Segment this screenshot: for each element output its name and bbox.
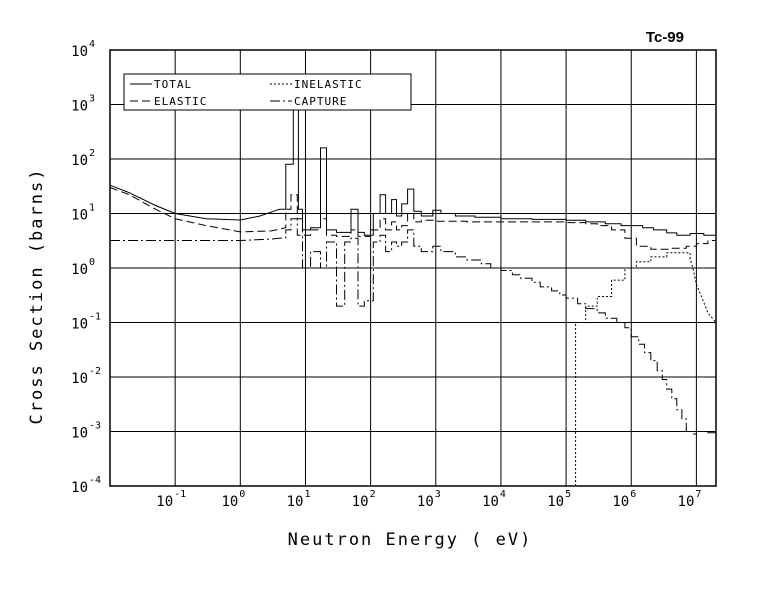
x-tick-exponent: 3 — [435, 489, 441, 500]
x-tick-exponent: 5 — [565, 489, 571, 500]
y-tick-label: 10 — [71, 426, 88, 442]
x-tick-exponent: -1 — [174, 489, 186, 500]
y-tick-label: 10 — [71, 262, 88, 278]
x-tick-exponent: 7 — [695, 489, 701, 500]
x-tick-label: 10 — [352, 494, 369, 510]
series-line-inelastic — [575, 252, 717, 486]
y-tick-exponent: 2 — [89, 148, 95, 159]
x-tick-label: 10 — [156, 494, 173, 510]
x-tick-label: 10 — [482, 494, 499, 510]
y-tick-exponent: 4 — [89, 39, 95, 50]
legend: TOTAL INELASTIC ELASTIC CAPTURE — [123, 73, 412, 111]
y-tick-label: 10 — [71, 480, 88, 496]
y-tick-exponent: -2 — [89, 366, 101, 377]
y-tick-label: 10 — [71, 153, 88, 169]
x-tick-exponent: 6 — [630, 489, 636, 500]
y-tick-label: 10 — [71, 44, 88, 60]
legend-label-elastic: ELASTIC — [154, 95, 207, 108]
legend-items: TOTAL INELASTIC ELASTIC CAPTURE — [130, 78, 363, 108]
x-tick-labels: 10 -1 10 0 10 1 10 2 10 3 10 4 10 5 10 6 10 7 — [156, 489, 701, 510]
x-tick-exponent: 1 — [304, 489, 310, 500]
y-tick-exponent: 0 — [89, 257, 95, 268]
x-tick-label: 10 — [287, 494, 304, 510]
y-tick-label: 10 — [71, 371, 88, 387]
legend-box — [123, 73, 412, 111]
grid-layer — [110, 49, 716, 487]
y-tick-label: 10 — [71, 208, 88, 224]
legend-label-capture: CAPTURE — [294, 95, 347, 108]
y-tick-exponent: 3 — [89, 94, 95, 105]
y-tick-label: 10 — [71, 99, 88, 115]
x-tick-exponent: 0 — [239, 489, 245, 500]
x-tick-label: 10 — [612, 494, 629, 510]
y-tick-label: 10 — [71, 317, 88, 333]
y-axis-title: Cross Section (barns) — [27, 168, 47, 425]
legend-label-inelastic: INELASTIC — [294, 78, 363, 91]
x-tick-label: 10 — [678, 494, 695, 510]
plot-frame — [109, 49, 717, 487]
series-line-capture — [110, 218, 716, 435]
x-tick-label: 10 — [547, 494, 564, 510]
series-layer — [109, 106, 717, 486]
x-tick-exponent: 2 — [370, 489, 376, 500]
series-line-total — [109, 106, 716, 236]
x-tick-exponent: 4 — [500, 489, 506, 500]
y-tick-exponent: 1 — [89, 203, 95, 214]
y-tick-exponent: -1 — [89, 312, 101, 323]
y-tick-exponent: -3 — [89, 421, 101, 432]
y-tick-exponent: -4 — [89, 475, 101, 486]
x-tick-label: 10 — [417, 494, 434, 510]
x-tick-label: 10 — [221, 494, 238, 510]
chart-title: Tc-99 — [646, 29, 684, 46]
x-axis-title: Neutron Energy ( eV) — [288, 530, 533, 550]
legend-label-total: TOTAL — [154, 78, 192, 91]
